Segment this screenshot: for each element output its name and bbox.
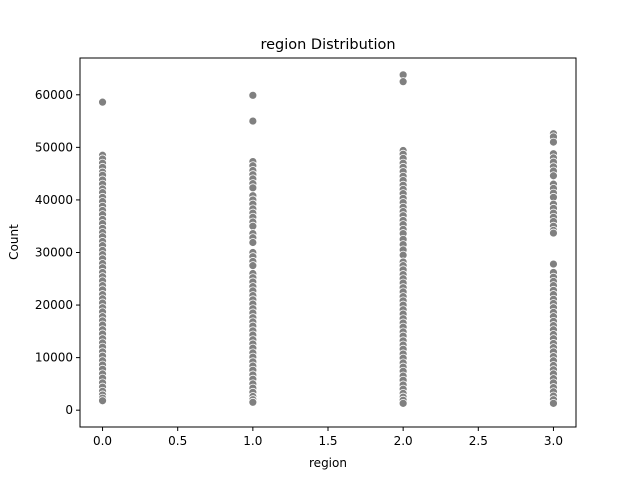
- x-tick-label: 2.0: [394, 434, 413, 448]
- data-point: [398, 77, 408, 87]
- y-tick-label: 60000: [35, 88, 73, 102]
- data-point: [248, 90, 258, 100]
- data-point: [248, 221, 258, 231]
- data-point: [398, 398, 408, 408]
- x-tick-label: 1.0: [243, 434, 262, 448]
- data-point: [248, 116, 258, 126]
- data-point: [98, 97, 107, 107]
- data-point: [549, 398, 558, 408]
- data-point: [248, 183, 258, 193]
- y-tick-label: 20000: [35, 298, 73, 312]
- data-point: [549, 171, 558, 181]
- data-point: [549, 228, 558, 238]
- data-point: [248, 261, 258, 271]
- y-tick-label: 10000: [35, 351, 73, 365]
- chart-title: region Distribution: [260, 37, 395, 53]
- x-tick-label: 1.5: [318, 434, 337, 448]
- data-point: [98, 396, 107, 406]
- x-tick-label: 3.0: [544, 434, 563, 448]
- y-axis-ticks: 0 10000 20000 30000 40000 50000 60000: [35, 88, 80, 417]
- y-tick-label: 50000: [35, 140, 73, 154]
- x-tick-label: 2.5: [469, 434, 488, 448]
- y-tick-label: 40000: [35, 193, 73, 207]
- x-tick-label: 0.5: [168, 434, 187, 448]
- x-axis-label: region: [309, 456, 347, 470]
- data-point: [549, 259, 558, 269]
- y-tick-label: 30000: [35, 245, 73, 259]
- x-axis-ticks: 0.0 0.5 1.0 1.5 2.0 2.5 3.0: [93, 427, 563, 448]
- x-tick-label: 0.0: [93, 434, 112, 448]
- data-point: [248, 397, 258, 407]
- y-axis-label: Count: [7, 224, 21, 260]
- data-point: [549, 137, 558, 147]
- data-points: [98, 70, 558, 408]
- data-point: [248, 238, 258, 247]
- y-tick-label: 0: [65, 403, 73, 417]
